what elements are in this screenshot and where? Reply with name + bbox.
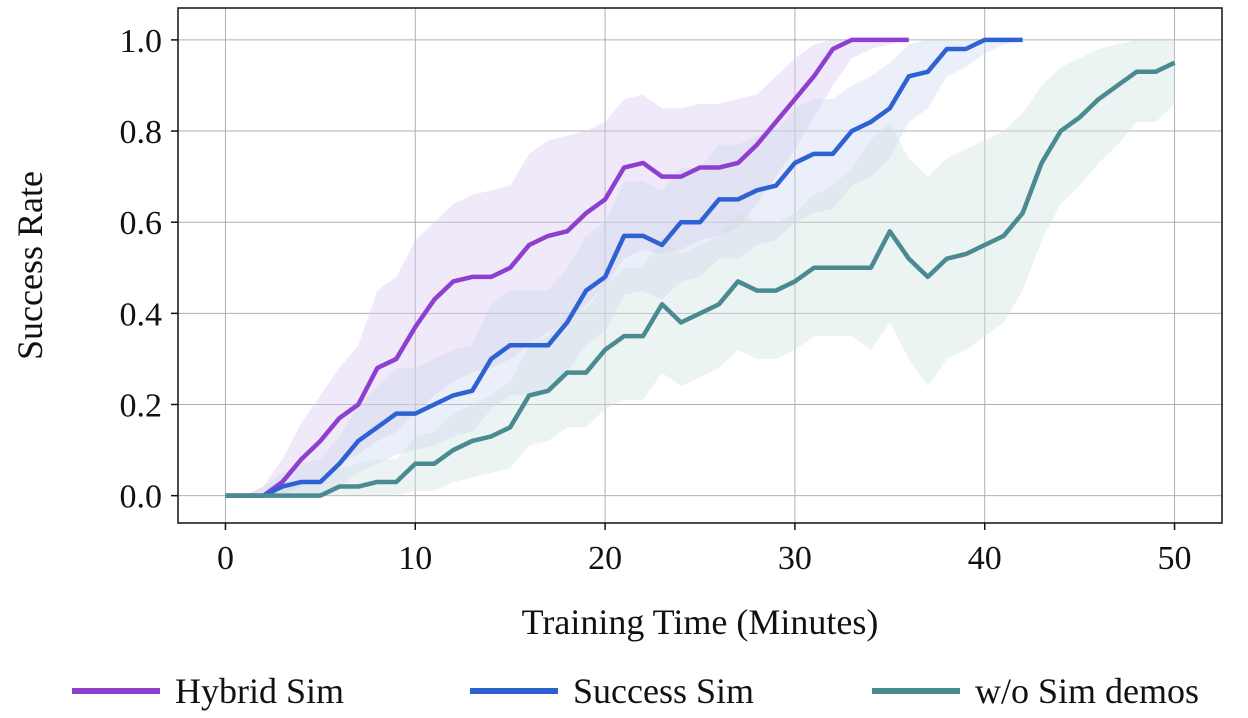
y-axis-label: Success Rate (10, 171, 50, 360)
x-axis-label: Training Time (Minutes) (522, 602, 879, 642)
x-tick-label: 50 (1158, 540, 1192, 577)
y-tick-label: 0.2 (120, 388, 163, 425)
y-tick-label: 0.4 (120, 296, 163, 333)
x-tick-label: 10 (398, 540, 432, 577)
legend-label: Success Sim (573, 671, 754, 711)
y-tick-label: 0.8 (120, 114, 163, 151)
x-tick-label: 20 (588, 540, 622, 577)
series-line-2 (225, 60, 1176, 498)
y-tick-label: 0.6 (120, 205, 163, 242)
confidence-band-2 (225, 39, 1175, 496)
confidence-band-0 (225, 39, 909, 496)
x-tick-label: 0 (217, 540, 234, 577)
series-lines (225, 37, 1176, 498)
confidence-bands (225, 39, 1175, 496)
x-tick-label: 40 (968, 540, 1002, 577)
legend-label: Hybrid Sim (175, 671, 344, 711)
series-line-0 (225, 37, 909, 498)
y-tick-label: 0.0 (120, 479, 163, 516)
legend-label: w/o Sim demos (975, 671, 1199, 711)
y-tick-label: 1.0 (120, 23, 163, 60)
legend: Hybrid Sim Success Sim w/o Sim demos (72, 671, 1199, 711)
x-tick-label: 30 (778, 540, 812, 577)
series-line-1 (225, 37, 1023, 498)
axis-ticks: 0 10 20 30 40 50 0.0 0.2 0.4 0.6 0.8 1.0 (120, 23, 1192, 577)
plot-frame (177, 7, 1223, 524)
